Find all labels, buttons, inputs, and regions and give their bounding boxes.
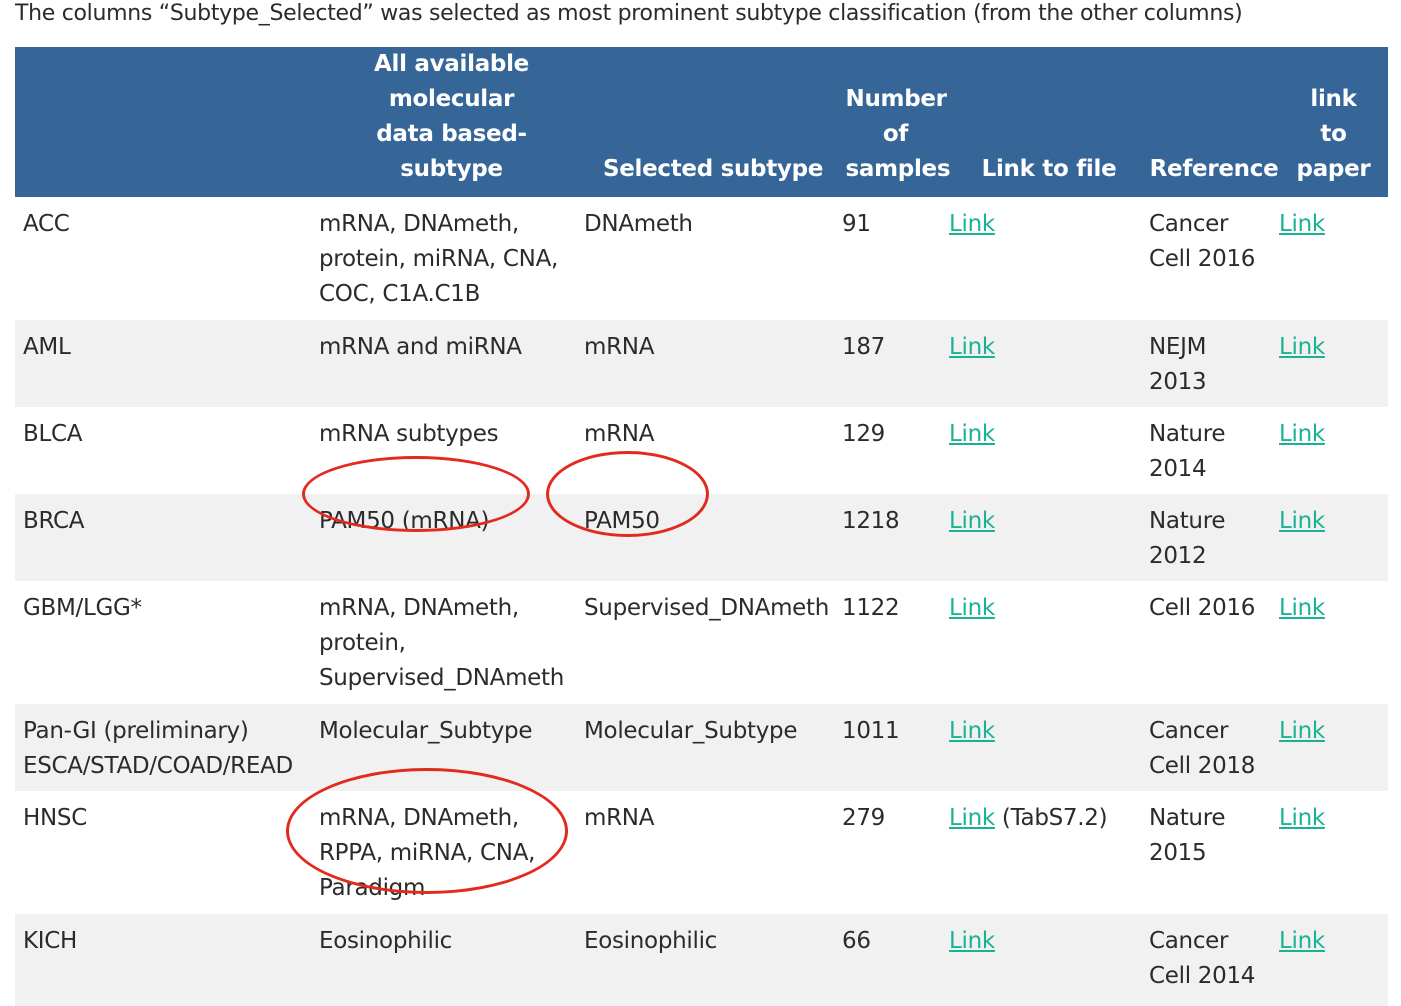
cell-selected-subtype: mRNA <box>584 334 655 360</box>
file-link[interactable]: Link <box>949 211 995 237</box>
cell-cancer-line2: ESCA/STAD/COAD/READ <box>23 753 293 779</box>
paper-link[interactable]: Link <box>1279 421 1325 447</box>
header-number-of-samples: Number of samples <box>845 86 951 182</box>
file-link[interactable]: Link <box>949 334 995 360</box>
table-row: KICH Eosinophilic Eosinophilic 66 Link C… <box>15 914 1388 1006</box>
subtype-table: All available molecular data based-subty… <box>15 47 1388 1006</box>
cell-cancer: Pan-GI (preliminary) ESCA/STAD/COAD/READ <box>15 704 319 791</box>
paper-link[interactable]: Link <box>1279 595 1325 621</box>
paper-link[interactable]: Link <box>1279 334 1325 360</box>
cell-samples: 91 <box>842 211 871 237</box>
cell-paper: Link <box>1279 320 1388 407</box>
cell-available-subtypes: Molecular_Subtype <box>319 718 533 744</box>
file-link[interactable]: Link <box>949 928 995 954</box>
cell-selected-subtype: DNAmeth <box>584 211 693 237</box>
cell-file: Link <box>949 197 1149 320</box>
cell-paper: Link <box>1279 407 1388 494</box>
cell-reference: Cancer Cell 2014 <box>1149 928 1256 989</box>
cell-paper: Link <box>1279 914 1388 1006</box>
cell-file: Link (TabS7.2) <box>949 791 1149 914</box>
cell-cancer: GBM/LGG* <box>23 595 142 621</box>
table-header-row: All available molecular data based-subty… <box>15 47 1388 197</box>
cell-paper: Link <box>1279 791 1388 914</box>
cell-samples: 66 <box>842 928 871 954</box>
cell-samples: 279 <box>842 805 885 831</box>
cell-file: Link <box>949 494 1149 581</box>
cell-reference: NEJM 2013 <box>1149 334 1207 395</box>
header-reference: Reference <box>1149 156 1279 182</box>
cell-available-subtypes: Eosinophilic <box>319 928 453 954</box>
file-link[interactable]: Link <box>949 718 995 744</box>
paper-link[interactable]: Link <box>1279 718 1325 744</box>
cell-file: Link <box>949 581 1149 704</box>
cell-cancer-line1: Pan-GI (preliminary) <box>23 718 249 744</box>
paper-link[interactable]: Link <box>1279 211 1325 237</box>
header-available-subtypes: All available molecular data based-subty… <box>374 51 529 182</box>
cell-cancer: AML <box>23 334 71 360</box>
cell-samples: 1218 <box>842 508 900 534</box>
cell-available-subtypes: PAM50 (mRNA) <box>319 508 490 534</box>
table-row: GBM/LGG* mRNA, DNAmeth, protein, Supervi… <box>15 581 1388 704</box>
intro-text: The columns “Subtype_Selected” was selec… <box>15 1 1243 26</box>
cell-selected-subtype: Eosinophilic <box>584 928 718 954</box>
cell-paper: Link <box>1279 197 1388 320</box>
cell-reference: Cancer Cell 2016 <box>1149 211 1256 272</box>
cell-paper: Link <box>1279 494 1388 581</box>
cell-available-subtypes: mRNA subtypes <box>319 421 499 447</box>
cell-paper: Link <box>1279 581 1388 704</box>
cell-file: Link <box>949 704 1149 791</box>
cell-cancer: BLCA <box>23 421 83 447</box>
cell-selected-subtype: mRNA <box>584 805 655 831</box>
cell-selected-subtype: Supervised_DNAmeth <box>584 595 830 621</box>
cell-reference: Nature 2015 <box>1149 805 1226 866</box>
header-link-to-paper: link to paper <box>1296 86 1371 182</box>
cell-selected-subtype: Molecular_Subtype <box>584 718 798 744</box>
cell-samples: 1011 <box>842 718 900 744</box>
cell-samples: 187 <box>842 334 885 360</box>
paper-link[interactable]: Link <box>1279 508 1325 534</box>
table-row: HNSC mRNA, DNAmeth, RPPA, miRNA, CNA, Pa… <box>15 791 1388 914</box>
file-link[interactable]: Link <box>949 805 995 831</box>
header-selected-subtype: Selected subtype <box>602 156 824 182</box>
header-cancer <box>15 47 319 197</box>
cell-available-subtypes: mRNA, DNAmeth, RPPA, miRNA, CNA, Paradig… <box>319 805 536 901</box>
cell-reference: Cell 2016 <box>1149 595 1256 621</box>
table-row: BLCA mRNA subtypes mRNA 129 Link Nature … <box>15 407 1388 494</box>
cell-cancer: ACC <box>23 211 70 237</box>
cell-samples: 1122 <box>842 595 900 621</box>
table-row: AML mRNA and miRNA mRNA 187 Link NEJM 20… <box>15 320 1388 407</box>
file-note: (TabS7.2) <box>1001 805 1108 831</box>
cell-selected-subtype: mRNA <box>584 421 655 447</box>
file-link[interactable]: Link <box>949 508 995 534</box>
table-row: BRCA PAM50 (mRNA) PAM50 1218 Link Nature… <box>15 494 1388 581</box>
cell-reference: Nature 2012 <box>1149 508 1226 569</box>
header-link-to-file: Link to file <box>981 156 1117 182</box>
cell-file: Link <box>949 407 1149 494</box>
cell-cancer: BRCA <box>23 508 85 534</box>
cell-available-subtypes: mRNA, DNAmeth, protein, Supervised_DNAme… <box>319 595 565 691</box>
file-link[interactable]: Link <box>949 595 995 621</box>
cell-file: Link <box>949 914 1149 1006</box>
cell-file: Link <box>949 320 1149 407</box>
table-row: Pan-GI (preliminary) ESCA/STAD/COAD/READ… <box>15 704 1388 791</box>
cell-selected-subtype: PAM50 <box>584 508 660 534</box>
cell-available-subtypes: mRNA and miRNA <box>319 334 522 360</box>
paper-link[interactable]: Link <box>1279 805 1325 831</box>
cell-available-subtypes: mRNA, DNAmeth, protein, miRNA, CNA, COC,… <box>319 211 559 307</box>
paper-link[interactable]: Link <box>1279 928 1325 954</box>
table-row: ACC mRNA, DNAmeth, protein, miRNA, CNA, … <box>15 197 1388 320</box>
cell-reference: Nature 2014 <box>1149 421 1226 482</box>
cell-reference: Cancer Cell 2018 <box>1149 718 1256 779</box>
cell-cancer: KICH <box>23 928 78 954</box>
cell-paper: Link <box>1279 704 1388 791</box>
cell-samples: 129 <box>842 421 885 447</box>
file-link[interactable]: Link <box>949 421 995 447</box>
cell-cancer: HNSC <box>23 805 87 831</box>
